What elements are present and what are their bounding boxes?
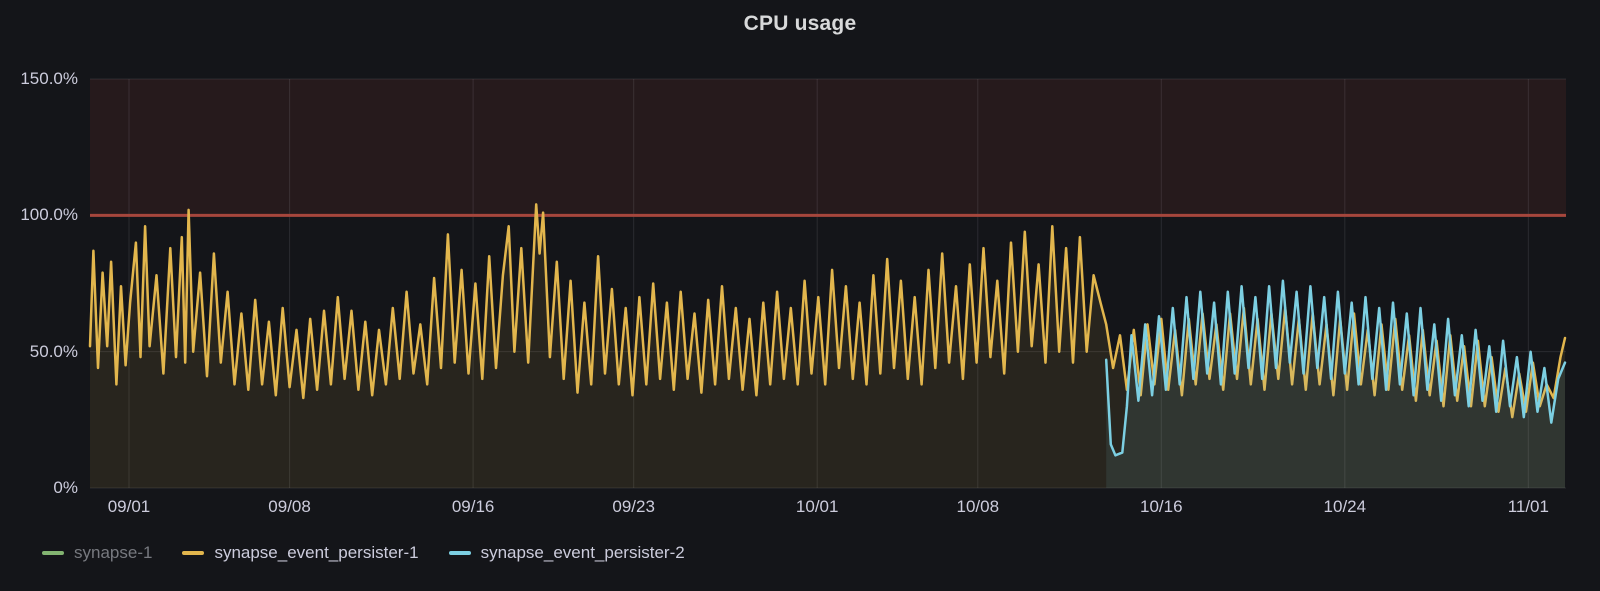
x-tick-label: 09/23	[612, 497, 655, 516]
series-fill-synapse_event_persister-2	[1106, 280, 1565, 488]
legend-label: synapse_event_persister-2	[480, 543, 685, 562]
series-fill-synapse_event_persister-1	[90, 204, 1565, 488]
x-tick-label: 11/01	[1507, 497, 1549, 516]
legend-item-synapse-1[interactable]: synapse-1	[42, 543, 152, 563]
y-tick-label: 50.0%	[29, 341, 78, 361]
series-color-swatch	[182, 551, 205, 555]
x-tick-label: 09/01	[107, 497, 151, 516]
threshold-region	[90, 79, 1566, 216]
x-tick-label: 10/01	[795, 497, 839, 516]
legend-item-synapse-event-persister-2[interactable]: synapse_event_persister-2	[448, 543, 685, 563]
series-color-swatch	[42, 551, 64, 555]
x-tick-label: 10/16	[1140, 497, 1183, 516]
y-tick-label: 0%	[53, 478, 78, 497]
x-tick-label: 10/24	[1323, 497, 1367, 516]
panel-title[interactable]: CPU usage	[743, 12, 857, 35]
series-line-synapse_event_persister-2	[1104, 279, 1567, 457]
x-tick-label: 09/16	[451, 497, 495, 516]
series-color-swatch	[448, 551, 471, 555]
y-tick-label: 150.0%	[20, 69, 78, 88]
x-tick-label: 10/08	[956, 497, 1000, 516]
y-tick-label: 100.0%	[20, 205, 78, 225]
x-tick-label: 09/08	[268, 497, 311, 516]
legend-item-synapse-event-persister-1[interactable]: synapse_event_persister-1	[182, 543, 419, 563]
legend-label: synapse_event_persister-1	[214, 543, 419, 562]
legend: synapse-1 synapse_event_persister-1 syna…	[42, 541, 685, 565]
legend-label: synapse-1	[74, 543, 153, 562]
